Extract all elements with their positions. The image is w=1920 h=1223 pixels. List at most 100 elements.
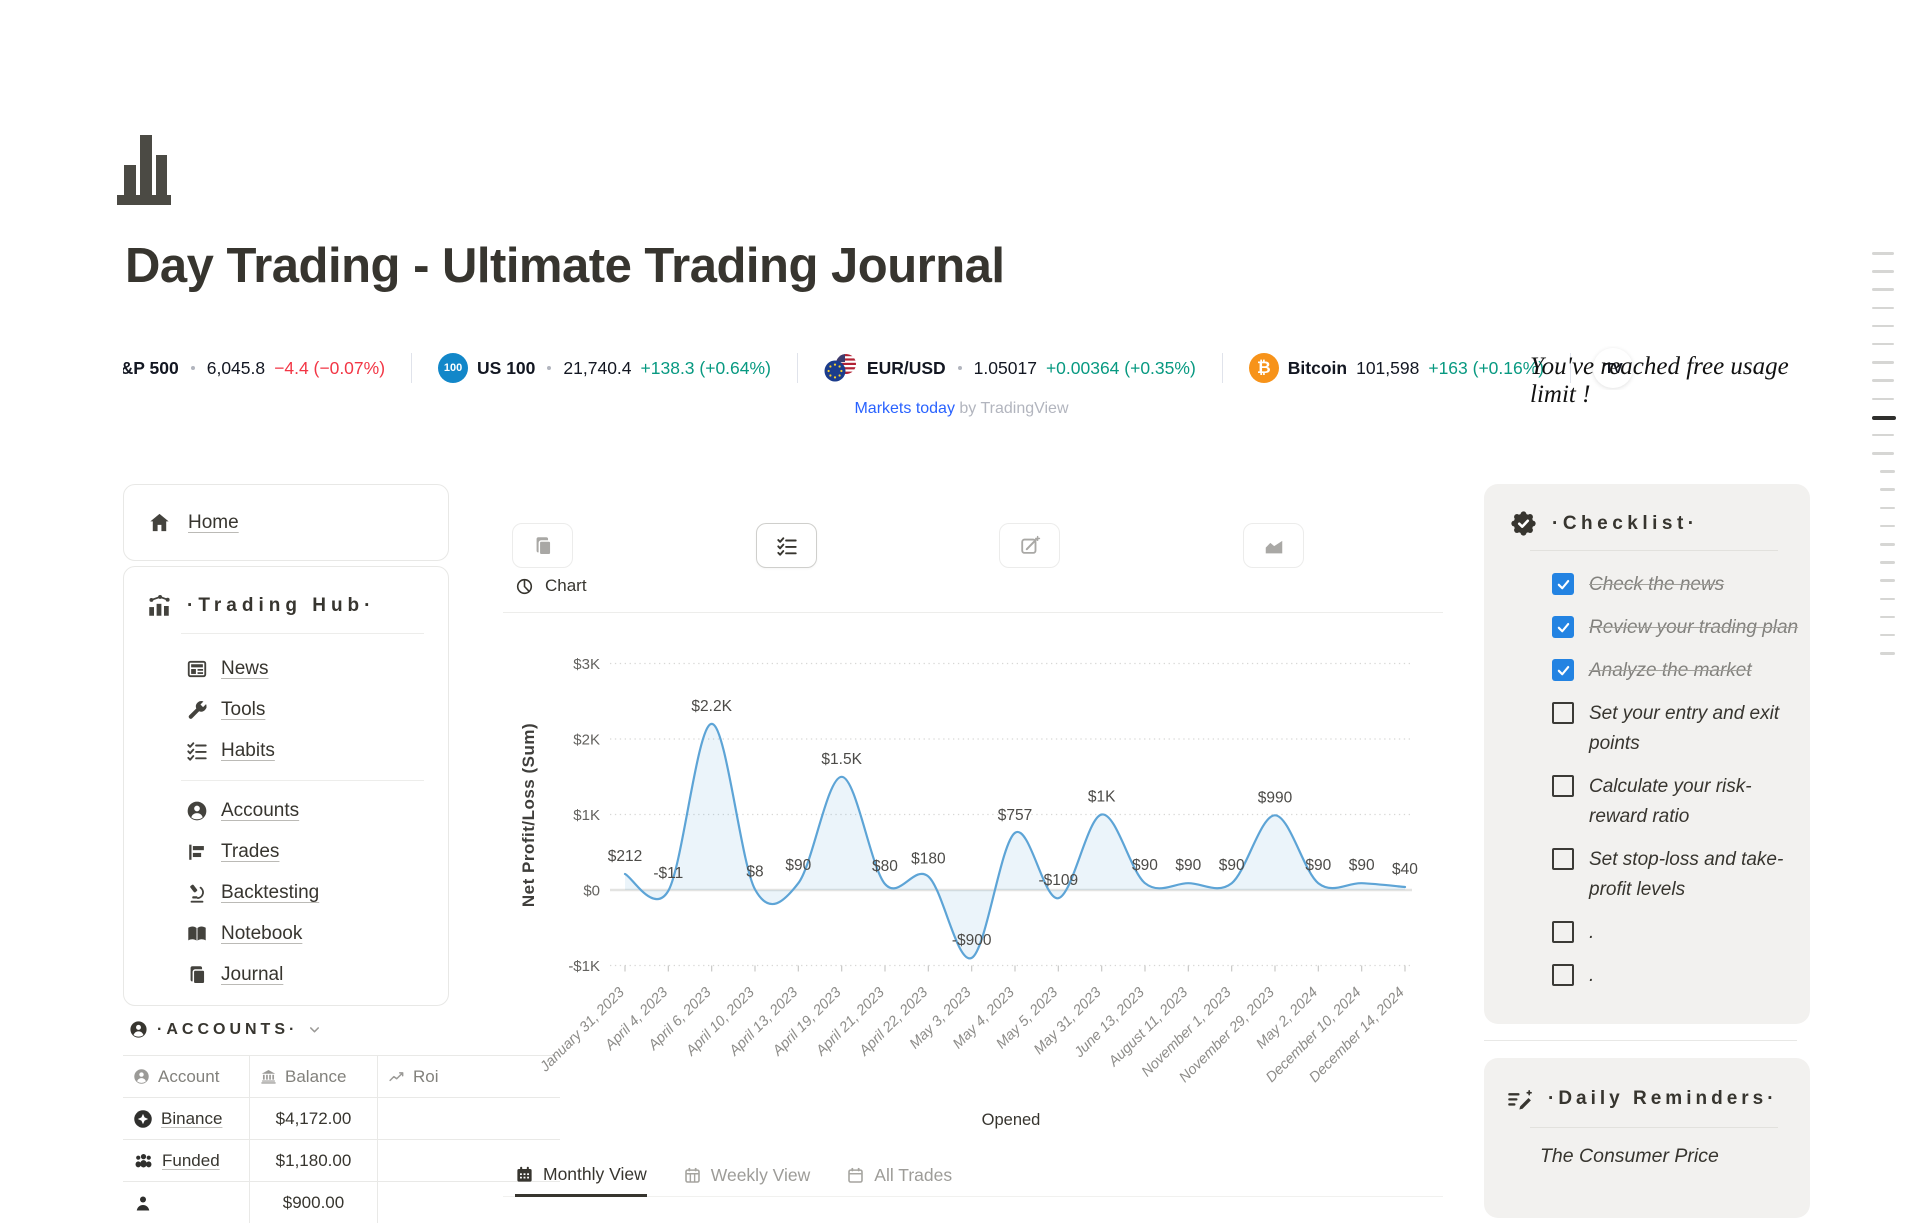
tradingview-logo[interactable]: TV [1593, 348, 1634, 388]
checklist-item: . [1552, 961, 1810, 991]
account-cell[interactable]: Funded [123, 1140, 250, 1181]
outline-dash[interactable] [1872, 342, 1894, 346]
balance-cell: $4,172.00 [250, 1098, 378, 1139]
chart-block-title: Chart [545, 576, 587, 595]
ticker-value: 1.05017 [973, 357, 1037, 378]
account-cell[interactable]: Binance [123, 1098, 250, 1139]
journal-icon [536, 536, 552, 555]
ticker-item-us100[interactable]: 100 US 100 21,740.4 +138.3 (+0.64%) [412, 353, 797, 383]
outline-dash-active[interactable] [1872, 415, 1896, 420]
account-link[interactable]: Binance [161, 1108, 223, 1128]
outline-dash[interactable] [1872, 252, 1894, 255]
account-cell[interactable] [123, 1182, 250, 1223]
checkbox-checked[interactable] [1552, 659, 1574, 681]
divider [1530, 1127, 1778, 1128]
checklist-item-text: Review your trading plan [1589, 617, 1799, 638]
ticker-item-sp500[interactable]: S&P 500 6,045.8 −4.4 (−0.07%) [123, 358, 411, 379]
binance-icon [134, 1109, 152, 1128]
outline-dash[interactable] [1872, 361, 1894, 364]
bars-icon [189, 844, 204, 860]
sidebar-item-news[interactable]: News [186, 648, 448, 689]
outline-dash[interactable] [1880, 633, 1895, 637]
sidebar-item-accounts[interactable]: Accounts [186, 790, 448, 831]
page-title: Day Trading - Ultimate Trading Journal [125, 239, 1005, 293]
outline-dash[interactable] [1872, 452, 1894, 455]
outline-dash[interactable] [1880, 543, 1895, 546]
chart-block-header[interactable]: Chart [515, 576, 587, 596]
outline-dash[interactable] [1880, 615, 1895, 619]
point-label: -$900 [952, 932, 992, 949]
sidebar-item-label: Trades [221, 840, 280, 862]
checkbox-unchecked[interactable] [1552, 964, 1574, 986]
toolbar-journal-button[interactable] [512, 523, 573, 568]
outline-dash[interactable] [1872, 270, 1894, 273]
dot-separator [957, 366, 962, 370]
outline-dash[interactable] [1872, 288, 1894, 291]
member-icon [136, 1196, 150, 1210]
dot-separator [547, 366, 552, 370]
outline-dash[interactable] [1872, 306, 1894, 310]
outline-dash[interactable] [1872, 433, 1894, 437]
checkbox-unchecked[interactable] [1552, 702, 1574, 724]
tab-all-trades[interactable]: All Trades [846, 1164, 952, 1196]
outline-dash[interactable] [1880, 561, 1895, 564]
checkbox-unchecked[interactable] [1552, 848, 1574, 870]
ticker-item-eurusd[interactable]: EUR/USD 1.05017 +0.00364 (+0.35%) [798, 353, 1222, 383]
sidebar-item-journal[interactable]: Journal [186, 954, 448, 995]
outline-dash[interactable] [1880, 506, 1895, 510]
checklist-item-text: Analyze the market [1589, 660, 1752, 681]
outline-dash[interactable] [1880, 488, 1895, 491]
sidebar-item-trades[interactable]: Trades [186, 831, 448, 872]
markets-today-link[interactable]: Markets today [854, 400, 955, 417]
column-header-roi[interactable]: Roi [378, 1056, 560, 1097]
page-icon-bar-chart[interactable] [117, 133, 173, 207]
sidebar-item-home[interactable]: Home [188, 511, 239, 533]
sidebar-item-tools[interactable]: Tools [186, 689, 448, 730]
column-header-balance[interactable]: Balance [250, 1056, 378, 1097]
checkbox-unchecked[interactable] [1552, 775, 1574, 797]
toolbar-compose-button[interactable] [999, 523, 1060, 568]
outline-dash[interactable] [1872, 379, 1894, 382]
point-label: $90 [785, 857, 811, 874]
outline-dash[interactable] [1872, 397, 1894, 400]
checkbox-unchecked[interactable] [1552, 921, 1574, 943]
outline-dash[interactable] [1880, 470, 1895, 473]
point-label: $8 [746, 863, 763, 880]
sidebar-item-backtesting[interactable]: Backtesting [186, 872, 448, 913]
toolbar-checklist-button[interactable] [756, 523, 817, 568]
sidebar-item-habits[interactable]: Habits [186, 730, 448, 771]
outline-dash[interactable] [1880, 597, 1895, 601]
checklist-items: Check the news Review your trading plan An… [1552, 570, 1810, 991]
chart-area-fill [625, 723, 1405, 959]
table-header-row: Account Balance Roi [123, 1055, 560, 1097]
point-label: $180 [911, 850, 946, 867]
chevron-down-icon[interactable] [307, 1022, 322, 1037]
accounts-section-header[interactable]: ·ACCOUNTS· [129, 1020, 322, 1039]
compose-icon [1020, 535, 1040, 554]
column-header-account[interactable]: Account [123, 1056, 250, 1097]
sidebar-item-notebook[interactable]: Notebook [186, 913, 448, 954]
checklist-item: Analyze the market [1552, 656, 1810, 686]
accounts-table: Account Balance Roi [123, 1055, 560, 1223]
checklist-item-text: . [1589, 922, 1595, 943]
toolbar-area-chart-button[interactable] [1243, 523, 1304, 568]
ticker-item-bitcoin[interactable]: ₿ Bitcoin 101,598 +163 (+0.16%) [1223, 353, 1570, 383]
trading-hub-title: ·Trading Hub· [187, 595, 376, 616]
tab-weekly-view[interactable]: Weekly View [683, 1164, 810, 1196]
checklist-item-text: Check the news [1589, 574, 1725, 595]
checkbox-checked[interactable] [1552, 573, 1574, 595]
point-label: $90 [1175, 857, 1201, 874]
outline-dash[interactable] [1880, 652, 1895, 655]
outline-dash[interactable] [1880, 524, 1895, 528]
ticker-change: +0.00364 (+0.35%) [1045, 357, 1196, 378]
account-link[interactable]: Funded [162, 1150, 220, 1170]
home-icon [150, 513, 169, 532]
y-tick-label: $2K [573, 732, 600, 749]
checkbox-checked[interactable] [1552, 616, 1574, 638]
outline-dash[interactable] [1880, 579, 1895, 582]
point-label: $90 [1305, 857, 1331, 874]
us100-icon: 100 [438, 353, 469, 383]
page-outline-rail[interactable] [1872, 252, 1898, 670]
tab-monthly-view[interactable]: Monthly View [515, 1164, 647, 1197]
outline-dash[interactable] [1872, 324, 1894, 328]
